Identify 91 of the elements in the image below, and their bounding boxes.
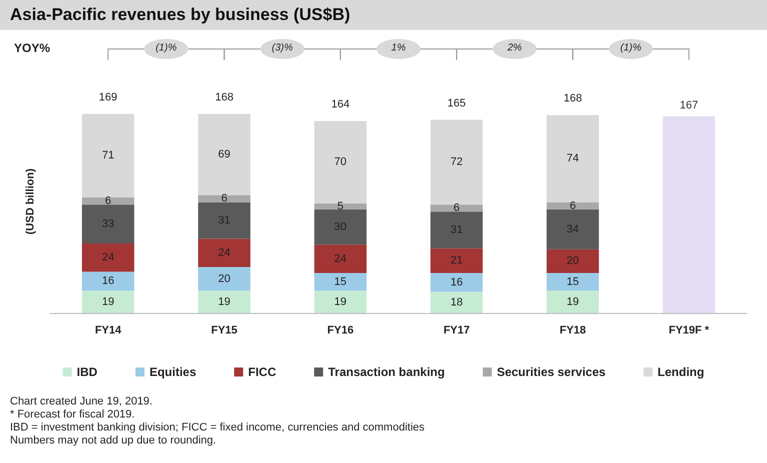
x-tick-label: FY16 (327, 324, 354, 336)
bar (82, 114, 134, 198)
bar (82, 243, 134, 272)
data-label: 16 (102, 275, 114, 288)
bar (430, 212, 483, 248)
bar (82, 198, 134, 205)
data-label: 20 (566, 255, 579, 268)
x-tick-label: FY14 (94, 324, 122, 336)
bar (546, 115, 599, 202)
legend-label: Transaction banking (328, 365, 445, 379)
data-label: 34 (566, 223, 579, 236)
text: IBD = investment banking division; FICC = fixed income, currencies and commodities (10, 422, 426, 434)
bar (662, 116, 716, 313)
text: Numbers may not add up due to rounding. (10, 434, 216, 446)
data-label: 31 (218, 214, 230, 227)
bar (546, 272, 599, 291)
bar (546, 202, 599, 210)
legend-label: FICC (248, 365, 276, 379)
bar (82, 290, 134, 313)
data-label: 71 (102, 150, 114, 162)
bar (430, 292, 483, 313)
data-label: 30 (334, 220, 347, 233)
data-label: 18 (450, 296, 463, 308)
data-label: 24 (334, 252, 347, 265)
bar (198, 267, 250, 291)
data-label: 31 (450, 224, 463, 236)
bar (314, 290, 367, 313)
bar (430, 204, 483, 212)
text: (3)% (272, 42, 293, 54)
total-label: 168 (215, 91, 234, 104)
data-label: 24 (218, 246, 230, 259)
legend-label: Equities (149, 365, 196, 379)
bar (314, 272, 367, 291)
bar (198, 195, 250, 202)
bar (430, 248, 483, 273)
legend-label: IBD (76, 365, 98, 379)
data-label: 167 (680, 100, 698, 112)
data-label: 24 (102, 252, 114, 264)
bar (546, 290, 599, 313)
data-label: 6 (221, 192, 228, 205)
y-axis-title: (USD billion) (24, 168, 36, 234)
data-label: 6 (105, 195, 112, 208)
bar (198, 238, 250, 268)
total-label: 165 (447, 97, 466, 110)
bar (82, 204, 134, 244)
bar (82, 272, 134, 291)
bar (198, 202, 250, 239)
data-label: 33 (102, 218, 114, 230)
bar (314, 203, 367, 210)
bar (430, 272, 483, 292)
x-tick-label: FY18 (560, 324, 586, 336)
text: YOY% (14, 41, 50, 55)
data-label: 16 (450, 276, 463, 288)
bar (546, 249, 599, 273)
x-tick-label: FY17 (443, 324, 470, 336)
bar (314, 244, 367, 273)
chart-title: Asia-Pacific revenues by business (US$B) (10, 5, 350, 24)
data-label: 19 (102, 296, 114, 308)
data-label: 15 (566, 276, 579, 288)
data-label: 6 (454, 202, 460, 214)
x-tick-label: FY15 (211, 324, 238, 336)
data-label: 70 (334, 156, 347, 168)
legend-label: Securities services (496, 365, 606, 379)
text: (1)% (620, 42, 642, 54)
text: * Forecast for fiscal 2019. (10, 408, 135, 420)
data-label: 19 (566, 296, 579, 308)
bar (198, 114, 250, 196)
data-label: 72 (450, 156, 463, 168)
legend-label: Lending (658, 365, 704, 379)
total-label: 164 (331, 98, 350, 110)
data-label: 19 (218, 296, 230, 308)
text: (1)% (156, 42, 177, 54)
data-label: 20 (218, 272, 230, 285)
data-label: 21 (450, 254, 463, 267)
data-label: 74 (566, 152, 579, 165)
bar (314, 209, 367, 245)
data-label: 69 (218, 148, 230, 161)
total-label: 169 (98, 91, 118, 104)
text: 2% (506, 42, 522, 54)
bar (546, 209, 599, 250)
bar (314, 120, 367, 204)
text: Chart created June 19, 2019. (10, 396, 152, 408)
x-tick-label: FY19F * (668, 324, 710, 336)
bar (430, 120, 483, 205)
data-label: 15 (334, 276, 347, 288)
data-label: 19 (334, 296, 347, 308)
bar (198, 290, 250, 313)
data-label: 6 (570, 200, 576, 212)
data-label: 5 (337, 200, 344, 212)
text: 1% (391, 42, 406, 54)
total-label: 168 (564, 92, 582, 105)
